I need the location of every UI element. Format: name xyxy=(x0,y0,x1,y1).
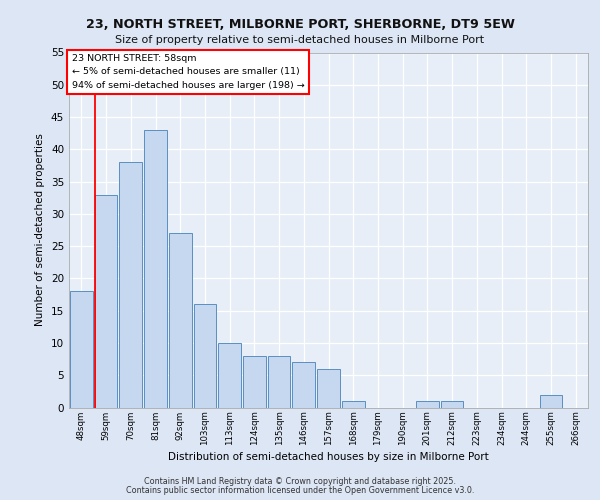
Bar xyxy=(119,162,142,408)
Text: Contains public sector information licensed under the Open Government Licence v3: Contains public sector information licen… xyxy=(126,486,474,495)
Text: 23 NORTH STREET: 58sqm
← 5% of semi-detached houses are smaller (11)
94% of semi: 23 NORTH STREET: 58sqm ← 5% of semi-deta… xyxy=(71,54,304,90)
Bar xyxy=(416,401,439,407)
Bar xyxy=(243,356,266,408)
X-axis label: Distribution of semi-detached houses by size in Milborne Port: Distribution of semi-detached houses by … xyxy=(168,452,489,462)
Bar xyxy=(95,194,118,408)
Bar xyxy=(169,233,191,408)
Bar xyxy=(441,401,463,407)
Text: Contains HM Land Registry data © Crown copyright and database right 2025.: Contains HM Land Registry data © Crown c… xyxy=(144,478,456,486)
Y-axis label: Number of semi-detached properties: Number of semi-detached properties xyxy=(35,134,46,326)
Bar xyxy=(539,394,562,407)
Bar xyxy=(292,362,315,408)
Bar xyxy=(342,401,365,407)
Bar xyxy=(194,304,216,408)
Text: Size of property relative to semi-detached houses in Milborne Port: Size of property relative to semi-detach… xyxy=(115,35,485,45)
Bar xyxy=(268,356,290,408)
Bar xyxy=(218,343,241,407)
Bar xyxy=(317,369,340,408)
Bar xyxy=(144,130,167,407)
Bar xyxy=(70,292,93,408)
Text: 23, NORTH STREET, MILBORNE PORT, SHERBORNE, DT9 5EW: 23, NORTH STREET, MILBORNE PORT, SHERBOR… xyxy=(86,18,515,30)
